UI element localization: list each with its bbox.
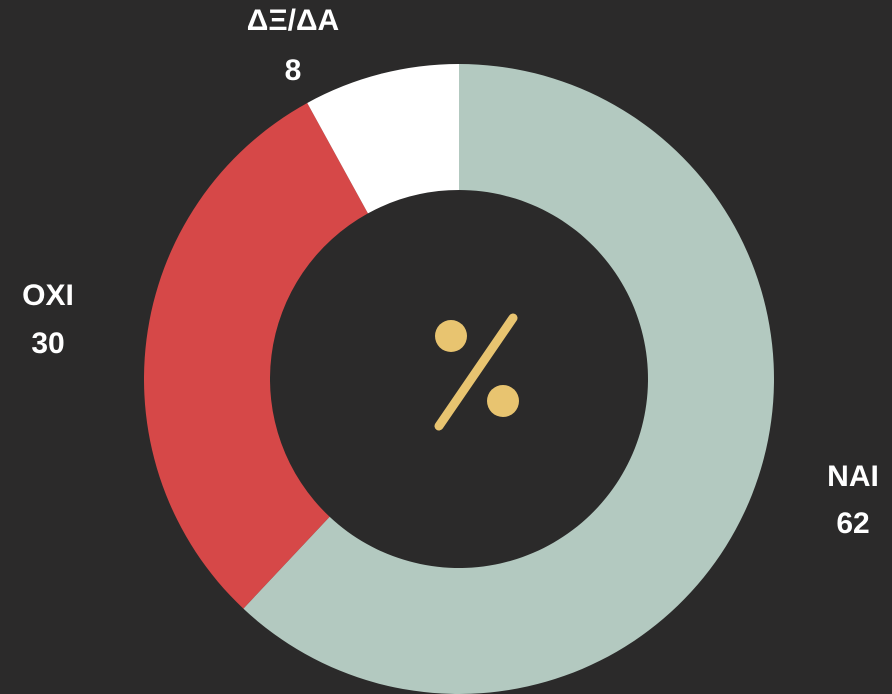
slice-label: ΔΞ/ΔΑ [247,4,339,37]
slice-value: 62 [836,507,869,540]
donut-slice [143,102,368,609]
slice-label: NAI [827,460,879,493]
icon-slash [434,313,518,431]
percent-icon [434,313,519,431]
donut [143,64,774,694]
labels: NAI 62 OXI 30 ΔΞ/ΔΑ 8 [22,4,879,540]
donut-slice [243,64,774,694]
slice-label: OXI [22,279,74,312]
slice-value: 30 [31,327,64,360]
slice-value: 8 [285,54,302,87]
icon-dot [487,385,519,417]
icon-dot [435,320,467,352]
donut-slice [307,64,459,214]
